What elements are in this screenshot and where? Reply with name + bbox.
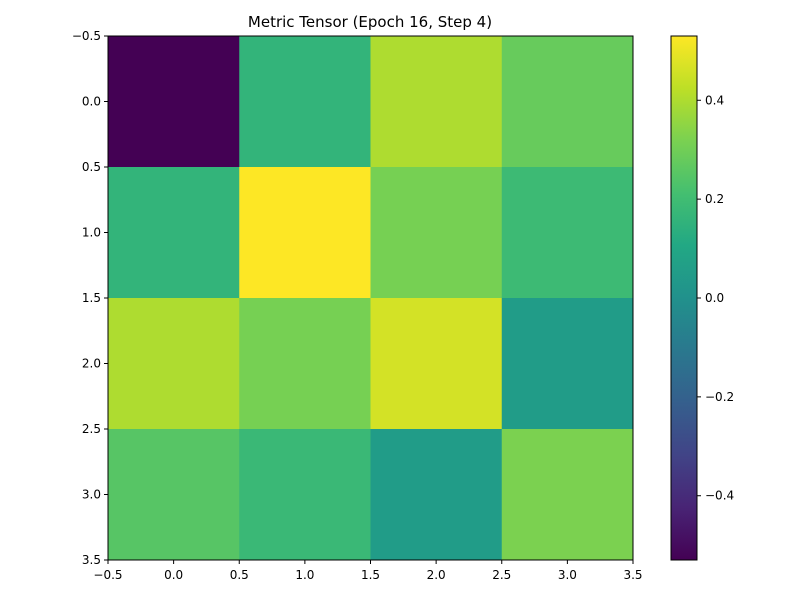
colorbar-gradient [670,35,698,561]
x-tick-label: 1.0 [295,568,314,582]
heatmap-cell-r1-c3 [501,167,634,299]
y-tick-label: 3.0 [82,488,101,502]
colorbar-tick-label: 0.0 [705,291,724,305]
colorbar-tick-label: 0.2 [705,192,724,206]
x-tick-label: 3.0 [558,568,577,582]
colorbar-tick-label: −0.2 [705,390,734,404]
x-tick-label: 2.5 [492,568,511,582]
heatmap-cells [108,36,634,561]
y-tick-label: 3.5 [82,553,101,567]
x-tick-label: 2.0 [427,568,446,582]
y-tick-label: 2.5 [82,422,101,436]
x-tick-label: 1.5 [361,568,380,582]
heatmap-cell-r0-c3 [501,36,634,168]
heatmap-cell-r1-c0 [108,167,240,299]
axes: −0.5 −0.5 0.0 0.0 0.5 0.5 1.0 1.0 1.5 1.5 2.0 2.0 2.… [72,29,643,582]
chart-title: Metric Tensor (Epoch 16, Step 4) [248,13,492,31]
heatmap-cell-r0-c0 [108,36,240,168]
heatmap-cell-r2-c3 [501,298,634,430]
heatmap-cell-r2-c1 [239,298,371,430]
heatmap-cell-r3-c2 [370,429,503,561]
heatmap-cell-r2-c0 [108,298,240,430]
y-tick-label: 0.0 [82,95,101,109]
y-tick-label: 2.0 [82,357,101,371]
x-tick-label: 0.5 [230,568,249,582]
y-tick-label: 1.0 [82,226,101,240]
colorbar: −0.4 −0.2 0.0 0.2 0.4 [670,35,734,561]
heatmap-cell-r1-c1 [239,167,371,299]
heatmap-cell-r0-c1 [239,36,371,168]
heatmap-cell-r3-c3 [501,429,634,561]
x-tick-label: 3.5 [623,568,642,582]
x-tick-label: 0.0 [164,568,183,582]
heatmap-cell-r2-c2 [370,298,503,430]
heatmap-cell-r3-c0 [108,429,240,561]
colorbar-tick-label: 0.4 [705,93,724,107]
heatmap-cell-r0-c2 [370,36,503,168]
y-tick-label: 1.5 [82,291,101,305]
y-tick-label: 0.5 [82,160,101,174]
heatmap-cell-r1-c2 [370,167,503,299]
x-tick-label: −0.5 [93,568,122,582]
colorbar-tick-label: −0.4 [705,489,734,503]
heatmap-cell-r3-c1 [239,429,371,561]
y-tick-label: −0.5 [72,29,101,43]
